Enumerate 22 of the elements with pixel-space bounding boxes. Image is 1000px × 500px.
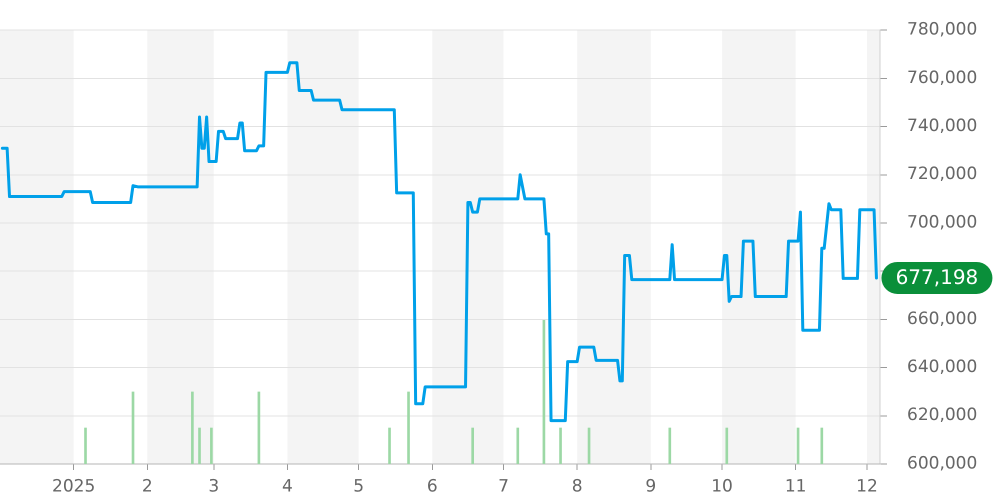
x-tick-label: 4 [282, 476, 293, 497]
x-tick-label: 10 [711, 476, 733, 497]
y-tick-label: 740,000 [907, 116, 978, 136]
x-tick-label: 3 [208, 476, 220, 497]
y-tick-label: 720,000 [907, 164, 978, 184]
x-tick-label: 11 [784, 476, 806, 497]
y-tick-label: 760,000 [907, 68, 978, 88]
x-tick-label: 2025 [52, 476, 96, 497]
x-tick-label: 5 [353, 476, 364, 497]
annotation: 677,198 [896, 265, 978, 290]
x-tick-label: 12 [856, 476, 878, 497]
y-tick-label: 640,000 [907, 357, 978, 378]
x-tick-label: 8 [572, 476, 583, 497]
x-tick-label: 2 [142, 476, 153, 497]
x-tick-label: 9 [645, 476, 656, 497]
y-tick-label: 600,000 [907, 453, 978, 474]
y-tick-label: 620,000 [907, 405, 978, 426]
y-tick-label: 660,000 [907, 308, 978, 329]
x-tick-label: 7 [498, 476, 509, 497]
y-tick-label: 700,000 [907, 212, 978, 232]
y-tick-label: 780,000 [907, 20, 978, 40]
x-tick-label: 6 [426, 476, 438, 497]
